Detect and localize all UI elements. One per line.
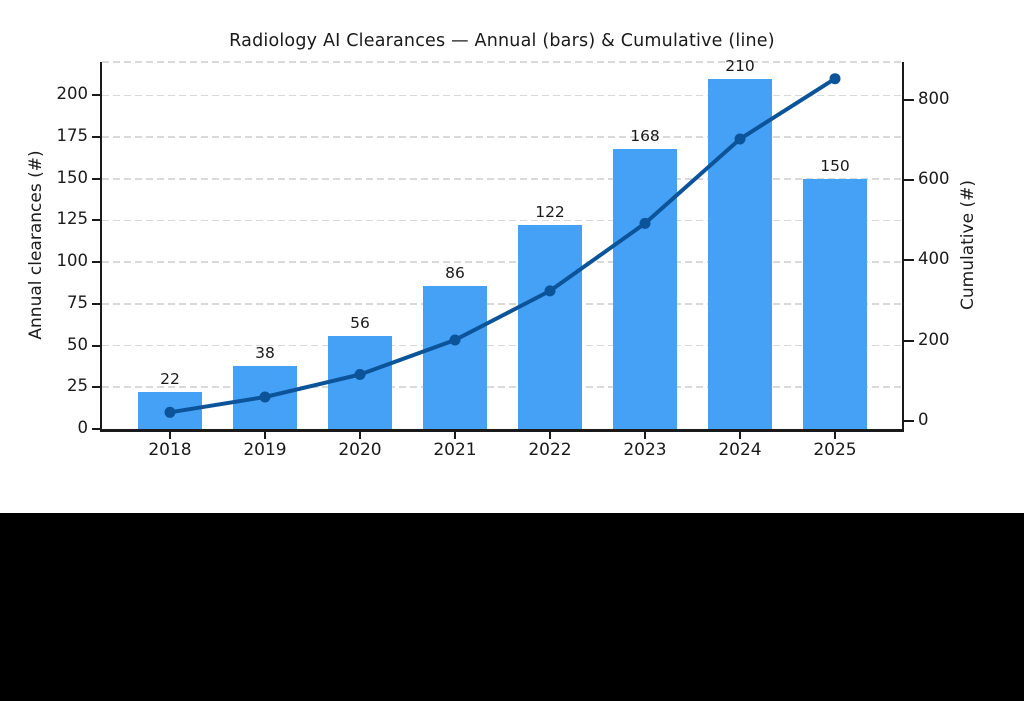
- right-axis-tick: [904, 98, 914, 101]
- left-tick-label: 0: [77, 418, 89, 437]
- left-spine: [100, 62, 102, 431]
- x-tick-label: 2019: [243, 440, 287, 460]
- left-tick-label: 150: [56, 167, 89, 187]
- bar-value-label: 38: [255, 343, 275, 362]
- bar-value-label: 122: [535, 203, 565, 222]
- line-marker: [449, 334, 461, 346]
- bottom-spine: [100, 429, 904, 432]
- left-axis-tick: [92, 344, 102, 347]
- right-tick-label: 800: [918, 88, 950, 108]
- left-axis-tick: [92, 261, 102, 264]
- x-axis-tick: [264, 431, 266, 439]
- line-marker: [259, 391, 271, 403]
- bar-value-label: 150: [820, 156, 850, 175]
- bar-2022: [518, 225, 582, 429]
- chart-figure: Radiology AI Clearances — Annual (bars) …: [26, 31, 978, 460]
- right-spine: [902, 62, 904, 431]
- gridline: [102, 136, 902, 138]
- left-axis-tick: [92, 94, 102, 97]
- line-marker: [164, 406, 176, 418]
- right-tick-label: 0: [918, 410, 929, 430]
- left-axis-tick: [92, 302, 102, 305]
- left-axis-tick: [92, 219, 102, 222]
- line-marker: [354, 369, 366, 380]
- x-axis-tick: [739, 431, 741, 439]
- line-marker: [544, 285, 556, 297]
- right-axis-label: Cumulative (#): [958, 180, 978, 310]
- line-marker: [734, 133, 746, 145]
- line-marker: [639, 217, 651, 229]
- left-tick-label: 200: [56, 84, 89, 104]
- bar-2023: [613, 148, 677, 429]
- left-tick-label: 100: [56, 251, 89, 271]
- x-tick-label: 2025: [813, 440, 857, 460]
- right-axis-tick: [904, 178, 914, 181]
- left-tick-label: 75: [67, 292, 88, 312]
- right-axis-tick: [904, 259, 914, 262]
- right-axis-tick: [904, 339, 914, 342]
- chart-title: Radiology AI Clearances — Annual (bars) …: [229, 31, 775, 51]
- x-axis-tick: [359, 431, 361, 439]
- bar-value-label: 86: [445, 263, 465, 282]
- bar-2021: [423, 285, 487, 429]
- bar-value-label: 168: [630, 126, 660, 145]
- bar-2020: [328, 335, 392, 429]
- bar-2025: [803, 178, 867, 429]
- gridline-top: [102, 61, 902, 63]
- cumulative-line: [164, 73, 841, 418]
- gridline: [102, 344, 902, 347]
- cumulative-line-path: [169, 77, 837, 415]
- x-tick-label: 2022: [528, 440, 572, 460]
- bar-value-label: 56: [350, 313, 370, 332]
- caption-panel: Radiology-AI authorizations remain on a …: [0, 513, 1024, 701]
- x-tick-label: 2024: [718, 440, 762, 460]
- x-tick-label: 2023: [623, 440, 667, 460]
- x-tick-label: 2021: [433, 440, 477, 460]
- left-axis-tick: [92, 386, 102, 389]
- left-tick-label: 25: [67, 376, 88, 396]
- left-tick-label: 125: [56, 209, 89, 229]
- x-axis-tick: [549, 431, 551, 439]
- gridline: [102, 261, 902, 263]
- x-axis-tick: [169, 431, 171, 439]
- right-tick-label: 200: [918, 329, 950, 349]
- right-axis-tick: [904, 420, 914, 423]
- gridline: [102, 303, 902, 305]
- x-tick-label: 2018: [148, 440, 192, 460]
- left-axis-tick: [92, 177, 102, 180]
- x-axis-tick: [644, 431, 646, 439]
- right-tick-label: 400: [918, 249, 950, 269]
- gridline: [102, 219, 902, 222]
- left-tick-label: 50: [67, 334, 88, 354]
- right-tick-label: 600: [918, 168, 950, 188]
- x-tick-label: 2020: [338, 440, 382, 460]
- left-axis-tick: [92, 136, 102, 139]
- line-marker: [829, 73, 841, 85]
- x-axis-tick: [454, 431, 456, 439]
- x-axis-tick: [834, 431, 836, 439]
- gridline: [102, 386, 902, 389]
- bar-value-label: 22: [160, 370, 180, 389]
- left-axis-tick: [92, 428, 102, 430]
- left-tick-label: 175: [56, 126, 89, 146]
- gridline: [102, 94, 902, 97]
- gridline: [102, 177, 902, 180]
- bar-value-label: 210: [725, 56, 755, 75]
